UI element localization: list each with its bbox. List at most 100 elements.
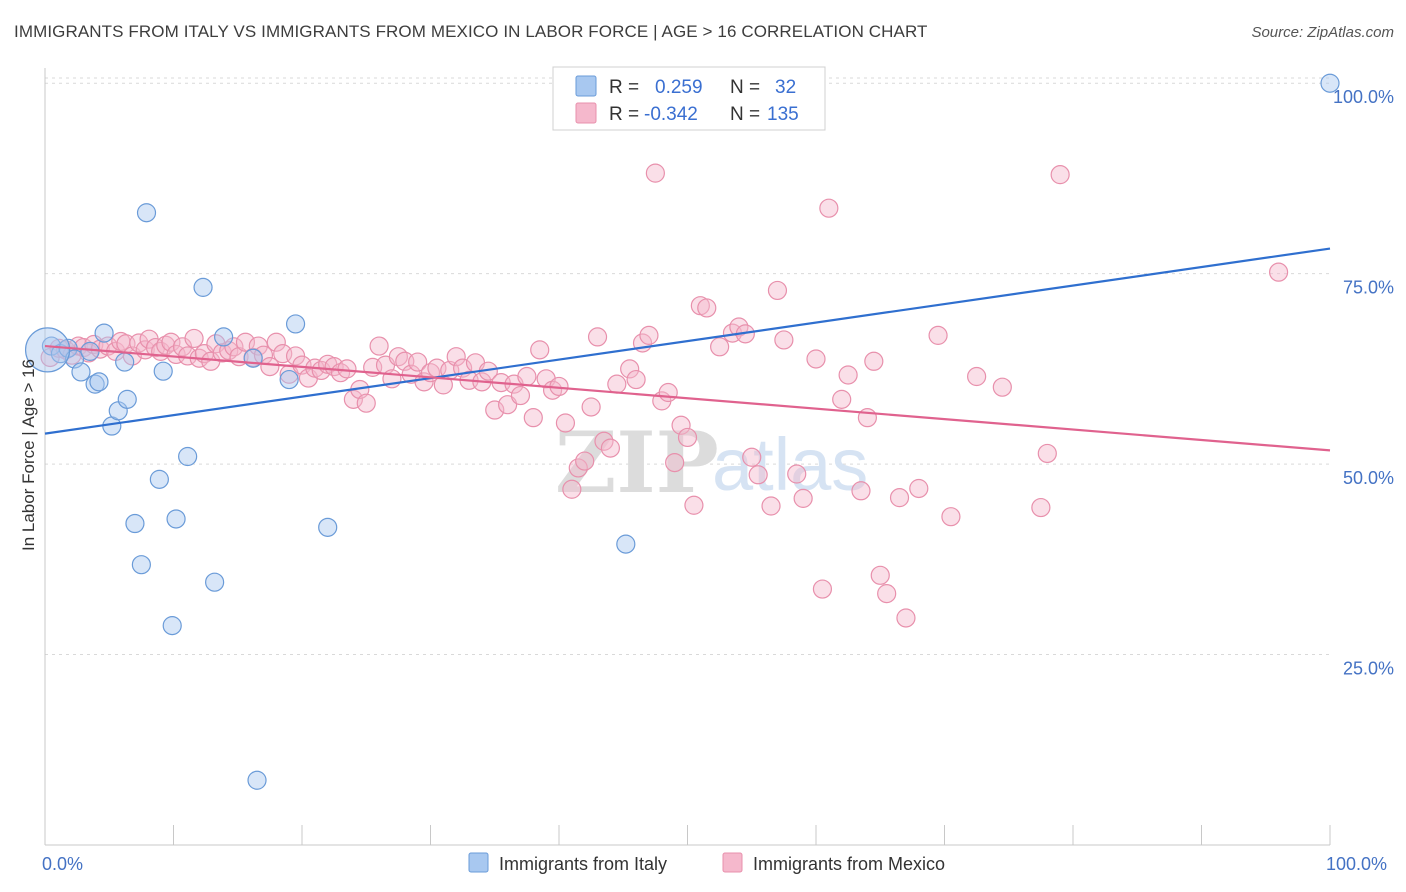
legend-r-label-italy: R = <box>609 77 639 98</box>
bottom-legend-label-mexico: Immigrants from Mexico <box>753 854 945 874</box>
mexico-point <box>1031 497 1051 518</box>
mexico-point <box>742 447 762 467</box>
legend-box <box>552 66 826 131</box>
mexico-point <box>658 382 678 403</box>
mexico-point <box>1268 262 1289 282</box>
mexico-point <box>639 325 659 345</box>
mexico-point <box>530 340 550 360</box>
mexico-point <box>161 332 181 352</box>
legend-n-label-mexico: N = <box>730 104 760 125</box>
italy-point <box>1320 73 1340 93</box>
legend: R = 0.259 N = 32 R = -0.342 N = 135 <box>552 66 826 131</box>
italy-point <box>80 341 100 361</box>
italy-point <box>94 323 114 343</box>
italy-point <box>153 361 173 381</box>
mexico-point <box>684 495 704 515</box>
mexico-point <box>748 465 768 485</box>
mexico-trendline <box>44 344 1331 452</box>
italy-point <box>166 509 186 529</box>
mexico-point <box>555 413 576 433</box>
legend-r-label-mexico: R = <box>609 104 639 125</box>
legend-swatch-mexico <box>575 102 597 124</box>
y-tick-label-100: 100.0% <box>1333 87 1394 107</box>
mexico-point <box>626 369 646 390</box>
legend-n-label-italy: N = <box>730 77 760 98</box>
mexico-point <box>806 349 826 369</box>
italy-point <box>193 277 213 297</box>
mexico-point <box>967 366 987 387</box>
mexico-point <box>793 488 813 508</box>
chart-title: IMMIGRANTS FROM ITALY VS IMMIGRANTS FROM… <box>14 22 928 41</box>
bottom-legend-swatch-mexico <box>722 852 743 873</box>
mexico-point <box>812 579 833 599</box>
y-tick-label-50: 50.0% <box>1343 468 1394 488</box>
mexico-point <box>587 327 608 347</box>
chart-source: Source: ZipAtlas.com <box>1251 24 1394 41</box>
italy-point <box>205 572 225 592</box>
mexico-point <box>787 464 807 484</box>
mexico-point <box>909 478 929 499</box>
italy-point <box>117 389 137 409</box>
italy-point <box>285 314 306 334</box>
x-tick-labels: 0.0% 100.0% <box>42 854 1387 874</box>
italy-point <box>115 352 135 372</box>
bottom-legend-swatch-italy <box>468 852 489 873</box>
italy-point <box>247 770 267 790</box>
mexico-point <box>992 377 1012 397</box>
mexico-point <box>645 163 665 183</box>
mexico-point <box>1037 443 1057 464</box>
mexico-point <box>260 357 280 377</box>
mexico-point <box>266 332 286 352</box>
mexico-point <box>761 496 781 516</box>
x-tick-label-max: 100.0% <box>1326 854 1387 874</box>
mexico-point <box>248 336 268 356</box>
x-ticks <box>44 825 1331 845</box>
italy-point <box>149 469 169 489</box>
mexico-point <box>928 325 948 345</box>
mexico-point <box>485 400 505 420</box>
italy-trendline <box>44 247 1331 435</box>
mexico-point <box>877 584 897 604</box>
mexico-point <box>697 298 717 318</box>
mexico-point <box>832 389 852 409</box>
italy-point <box>162 616 182 636</box>
mexico-point <box>408 352 428 372</box>
mexico-point <box>819 198 839 218</box>
italy-point <box>125 513 145 534</box>
mexico-point <box>665 452 685 473</box>
gridlines <box>45 77 1330 656</box>
mexico-point <box>671 415 691 435</box>
y-tick-label-75: 75.0% <box>1343 278 1394 298</box>
italy-point <box>89 372 109 392</box>
italy-point <box>178 446 198 467</box>
mexico-point <box>224 337 244 357</box>
mexico-point <box>864 351 884 371</box>
trendlines <box>44 247 1331 452</box>
mexico-point <box>851 481 871 501</box>
watermark-atlas: atlas <box>712 423 868 506</box>
mexico-point <box>620 359 640 379</box>
y-tick-labels: 25.0% 50.0% 75.0% 100.0% <box>1333 87 1394 678</box>
mexico-point <box>446 347 466 367</box>
mexico-point <box>1050 165 1070 185</box>
mexico-point <box>870 565 890 585</box>
mexico-point <box>523 408 543 428</box>
mexico-point <box>343 389 363 409</box>
y-axis-title: In Labor Force | Age > 16 <box>19 359 38 551</box>
italy-point <box>279 369 299 390</box>
mexico-point <box>889 488 910 508</box>
mexico-point <box>941 507 961 527</box>
bottom-legend: Immigrants from Italy Immigrants from Me… <box>468 852 945 874</box>
italy-point <box>318 517 338 537</box>
mexico-point <box>369 336 389 356</box>
italy-point <box>616 534 636 554</box>
x-tick-label-min: 0.0% <box>42 854 83 874</box>
mexico-point <box>184 328 204 349</box>
mexico-point <box>510 385 531 406</box>
mexico-point <box>607 374 627 394</box>
legend-n-value-italy: 32 <box>775 77 796 98</box>
mexico-point <box>710 337 730 357</box>
mexico-point <box>767 280 788 301</box>
italy-point <box>214 327 234 347</box>
